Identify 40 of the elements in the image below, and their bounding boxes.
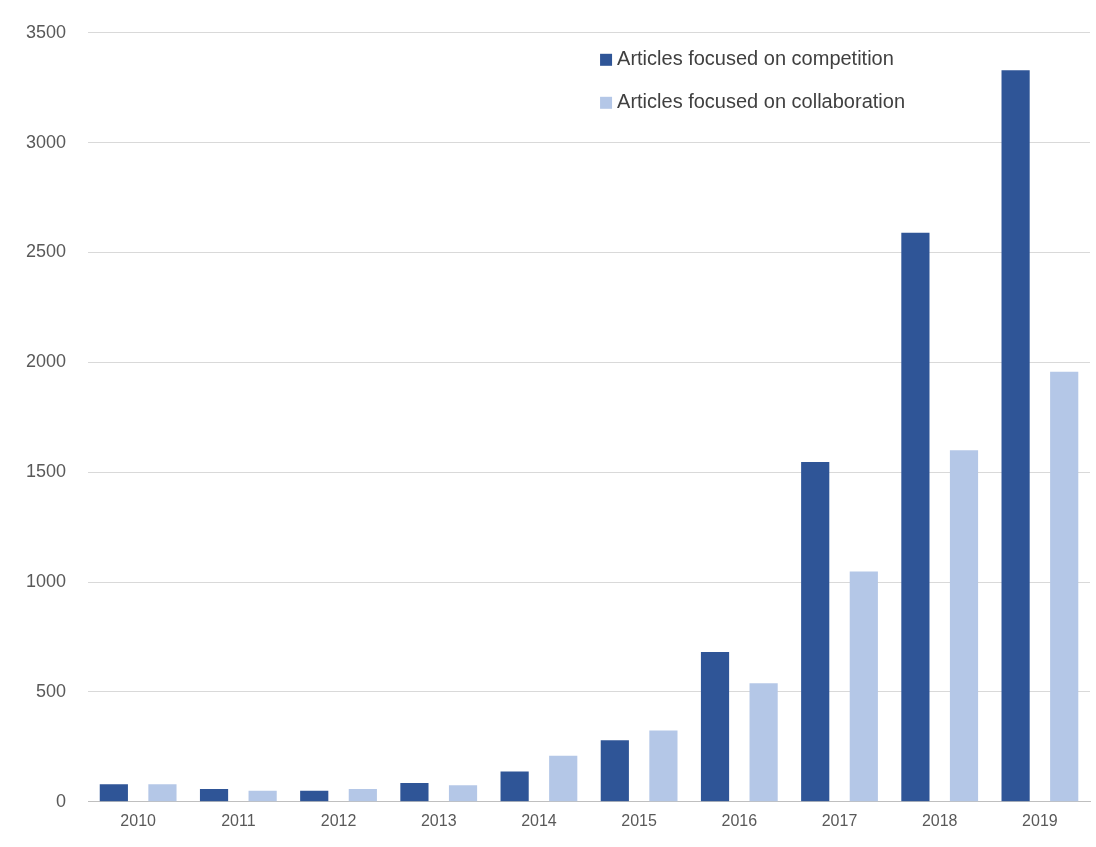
legend-label: Articles focused on competition bbox=[617, 47, 894, 70]
bar bbox=[549, 755, 578, 802]
x-tick-label: 2018 bbox=[921, 811, 958, 829]
y-tick-label: 3000 bbox=[26, 131, 67, 152]
bar bbox=[749, 683, 778, 802]
x-tick-label: 2015 bbox=[621, 811, 658, 829]
y-tick-label: 0 bbox=[56, 790, 67, 811]
bar bbox=[248, 790, 277, 802]
x-tick-label: 2017 bbox=[821, 811, 858, 829]
y-tick-label: 1000 bbox=[26, 571, 67, 592]
bar bbox=[1050, 371, 1079, 802]
x-tick-label: 2012 bbox=[320, 811, 357, 829]
bar bbox=[448, 785, 478, 802]
bar bbox=[348, 789, 377, 802]
bar bbox=[1001, 70, 1030, 802]
bar bbox=[400, 783, 429, 802]
x-tick-label: 2019 bbox=[1022, 811, 1058, 829]
bar bbox=[649, 730, 678, 802]
x-tick-label: 2013 bbox=[420, 811, 457, 829]
y-tick-label: 2500 bbox=[26, 241, 67, 262]
bar bbox=[801, 461, 830, 802]
bar bbox=[500, 771, 529, 802]
x-tick-label: 2016 bbox=[721, 811, 758, 829]
y-tick-label: 2000 bbox=[26, 351, 67, 372]
bar bbox=[600, 740, 629, 802]
bar bbox=[199, 789, 229, 802]
bar bbox=[148, 784, 177, 802]
y-tick-label: 3500 bbox=[26, 21, 67, 42]
bar bbox=[901, 232, 930, 802]
y-tick-label: 1500 bbox=[26, 461, 67, 482]
bar bbox=[300, 790, 329, 802]
bar bbox=[849, 571, 878, 802]
legend-label: Articles focused on collaboration bbox=[617, 90, 906, 113]
y-tick-label: 500 bbox=[36, 680, 67, 701]
x-tick-label: 2014 bbox=[521, 811, 557, 829]
x-tick-label: 2010 bbox=[120, 811, 157, 829]
bar bbox=[99, 784, 128, 802]
bar bbox=[949, 450, 979, 802]
bar bbox=[700, 651, 730, 802]
x-tick-label: 2011 bbox=[221, 811, 256, 829]
